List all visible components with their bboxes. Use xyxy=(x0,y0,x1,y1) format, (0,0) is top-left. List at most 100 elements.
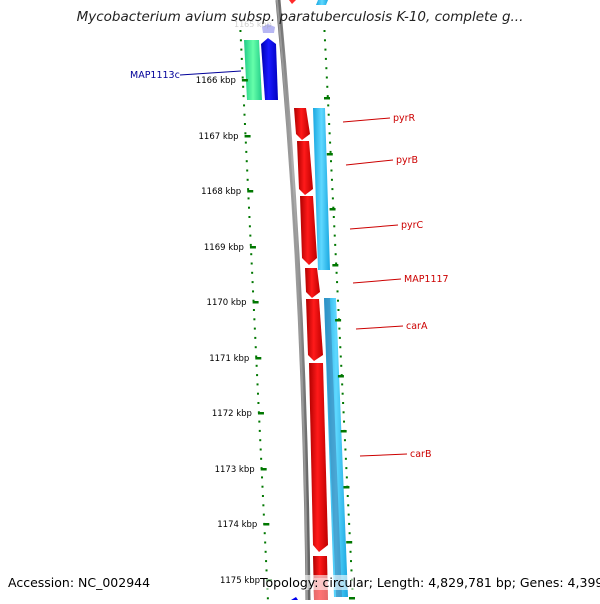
inner-major-tick xyxy=(241,79,248,82)
inner-ring-dot xyxy=(264,541,267,544)
outer-ring-dot xyxy=(341,383,344,386)
inner-ring-dot xyxy=(265,560,268,563)
outer-ring-dot xyxy=(337,309,340,311)
inner-major-tick xyxy=(249,246,256,249)
outer-ring-dot xyxy=(325,76,328,79)
inner-tick-ring xyxy=(239,30,269,600)
outer-major-tick xyxy=(332,264,339,267)
outer-ring-dot xyxy=(324,48,327,51)
inner-ring-dot xyxy=(252,290,255,293)
tick-label: 1175 kbp xyxy=(220,576,260,586)
inner-ring-dot xyxy=(239,39,242,42)
gene-carB-feature[interactable] xyxy=(309,363,328,552)
outer-ring-dot xyxy=(349,550,352,553)
blue-cds-bottom xyxy=(291,597,298,600)
gene-MAP1117-feature[interactable] xyxy=(305,268,320,298)
gene-leader-line xyxy=(345,159,394,166)
inner-ring-dot xyxy=(263,532,266,535)
gene-label-carA[interactable]: carA xyxy=(406,321,428,332)
genome-backbone xyxy=(275,0,311,601)
tick-label: 1166 kbp xyxy=(196,76,236,86)
inner-ring-dot xyxy=(258,420,261,423)
outer-ring-dot xyxy=(339,346,342,349)
outer-ring-dot xyxy=(331,197,334,200)
gene-label-pyrB[interactable]: pyrB xyxy=(396,155,418,166)
gene-label-MAP1113c[interactable]: MAP1113c xyxy=(130,70,180,81)
gene-leader-line xyxy=(179,70,242,76)
inner-ring-dot xyxy=(243,104,246,107)
inner-major-tick xyxy=(244,135,251,138)
outer-ring-dot xyxy=(346,495,349,497)
outer-ring-dot xyxy=(335,262,338,265)
gene-label-pyrR[interactable]: pyrR xyxy=(393,113,416,124)
outer-ring-dot xyxy=(333,234,336,237)
outer-ring-dot xyxy=(348,532,351,535)
outer-major-tick xyxy=(329,208,336,211)
red-cds-top[interactable] xyxy=(289,0,296,4)
outer-ring-dot xyxy=(338,336,341,339)
tick-label: 1173 kbp xyxy=(215,465,255,475)
tick-label: 1169 kbp xyxy=(204,243,244,253)
inner-ring-dot xyxy=(250,262,253,265)
gene-leader-line xyxy=(359,453,408,457)
outer-major-tick xyxy=(349,597,355,600)
outer-ring-dot xyxy=(343,420,346,423)
tick-label: 1168 kbp xyxy=(201,187,241,197)
outer-major-tick xyxy=(346,541,353,544)
inner-ring-dot xyxy=(252,309,255,311)
outer-ring-dot xyxy=(324,57,327,60)
outer-ring-dot xyxy=(326,85,329,88)
outer-ring-dot xyxy=(347,504,350,507)
tick-label: 1174 kbp xyxy=(217,520,257,530)
gene-carA-feature[interactable] xyxy=(306,299,323,361)
gene-label-pyrC[interactable]: pyrC xyxy=(401,220,424,231)
gene-MAP1113c-feature[interactable] xyxy=(244,24,278,100)
outer-ring-dot xyxy=(332,216,335,218)
inner-ring-dot xyxy=(240,57,243,60)
outer-ring-dot xyxy=(350,569,353,572)
outer-ring-dot xyxy=(328,132,331,135)
inner-ring-dot xyxy=(247,188,250,191)
outer-ring-dot xyxy=(334,243,337,246)
genome-backbone-highlight xyxy=(276,0,308,601)
gene-label-carB[interactable]: carB xyxy=(410,449,431,460)
inner-ring-dot xyxy=(254,346,257,349)
inner-ring-dot xyxy=(265,569,268,572)
gene-label-MAP1117[interactable]: MAP1117 xyxy=(404,274,449,285)
inner-ring-dot xyxy=(260,457,263,460)
outer-major-tick xyxy=(343,486,350,489)
map-title: Mycobacterium avium subsp. paratuberculo… xyxy=(76,9,524,25)
outer-major-tick xyxy=(324,97,330,100)
tick-label: 1167 kbp xyxy=(199,132,239,142)
cog-track-segment[interactable] xyxy=(316,0,328,5)
inner-ring-dot xyxy=(262,513,265,516)
outer-ring-dot xyxy=(340,364,343,367)
inner-ring-dot xyxy=(253,327,256,330)
gene-pyrR-feature[interactable] xyxy=(294,108,310,140)
tick-label: 1171 kbp xyxy=(209,354,249,364)
inner-ring-dot xyxy=(242,95,245,98)
inner-ring-dot xyxy=(256,374,259,377)
outer-ring-dot xyxy=(334,253,337,256)
inner-ring-dot xyxy=(245,150,248,153)
inner-ring-dot xyxy=(246,178,249,181)
inner-ring-dot xyxy=(243,113,246,116)
inner-ring-dot xyxy=(244,132,247,135)
inner-ring-dot xyxy=(266,597,269,600)
inner-ring-dot xyxy=(255,364,258,367)
inner-major-tick xyxy=(260,468,267,471)
outer-ring-dot xyxy=(323,39,326,42)
outer-ring-dot xyxy=(332,206,335,209)
outer-ring-dot xyxy=(342,411,345,414)
outer-ring-dot xyxy=(347,513,350,516)
outer-ring-dot xyxy=(325,67,328,70)
outer-major-tick xyxy=(337,375,344,378)
inner-major-tick xyxy=(257,412,264,415)
inner-ring-dot xyxy=(248,216,251,218)
gene-pyrC-feature[interactable] xyxy=(300,196,317,265)
gene-pyrB-feature[interactable] xyxy=(297,141,313,195)
cog-track-segment[interactable] xyxy=(313,108,330,270)
inner-ring-dot xyxy=(254,336,257,339)
outer-ring-dot xyxy=(331,188,334,191)
